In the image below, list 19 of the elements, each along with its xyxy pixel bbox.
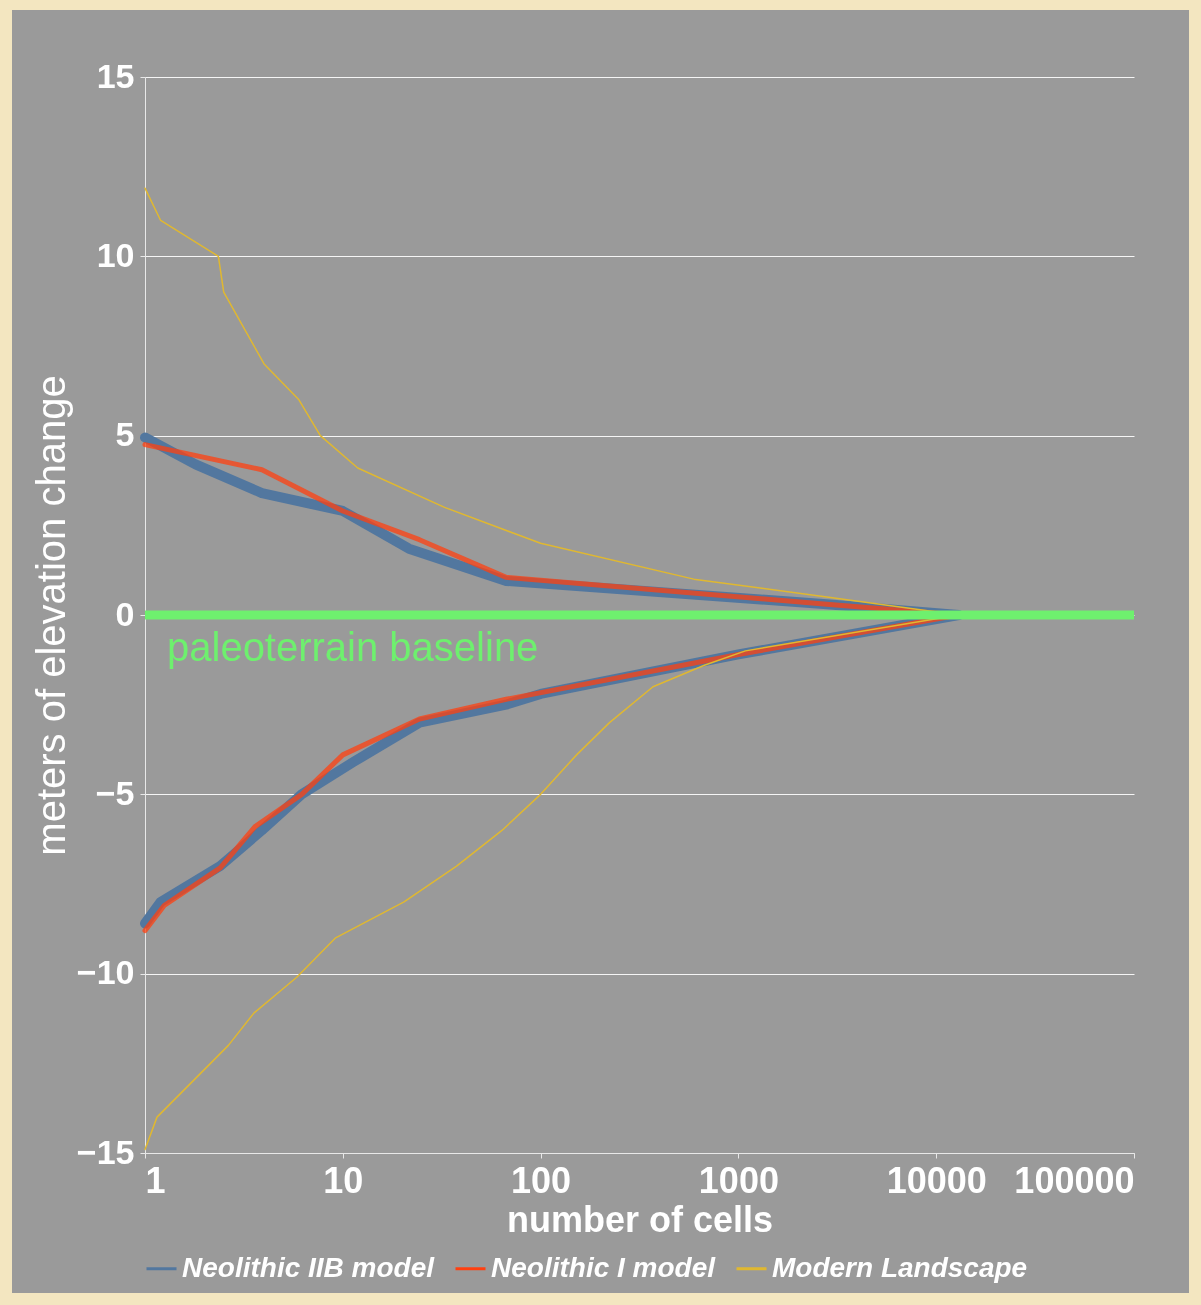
y-tick-label: 5 — [115, 415, 135, 454]
legend-label: Modern Landscape — [772, 1251, 1028, 1283]
x-tick-label: 10000 — [886, 1159, 987, 1201]
y-tick-label: −15 — [76, 1132, 135, 1171]
x-tick-label: 100 — [511, 1159, 572, 1201]
ref-line-label: paleoterrain baseline — [167, 625, 539, 669]
y-tick-label: −10 — [76, 953, 135, 992]
legend-label: Neolithic IIB model — [182, 1251, 436, 1283]
x-tick-label: 10 — [323, 1159, 364, 1201]
x-axis-title: number of cells — [506, 1198, 774, 1240]
x-tick-label: 1000 — [698, 1159, 779, 1201]
x-tick-label: 100000 — [1014, 1159, 1135, 1201]
y-tick-label: −5 — [95, 773, 135, 812]
y-tick-label: 10 — [96, 235, 135, 274]
y-tick-label: 0 — [115, 594, 135, 633]
y-axis-title: meters of elevation change — [28, 375, 73, 856]
x-tick-label: 1 — [145, 1159, 166, 1201]
legend-label: Neolithic I model — [491, 1251, 717, 1283]
y-tick-label: 15 — [96, 56, 135, 95]
